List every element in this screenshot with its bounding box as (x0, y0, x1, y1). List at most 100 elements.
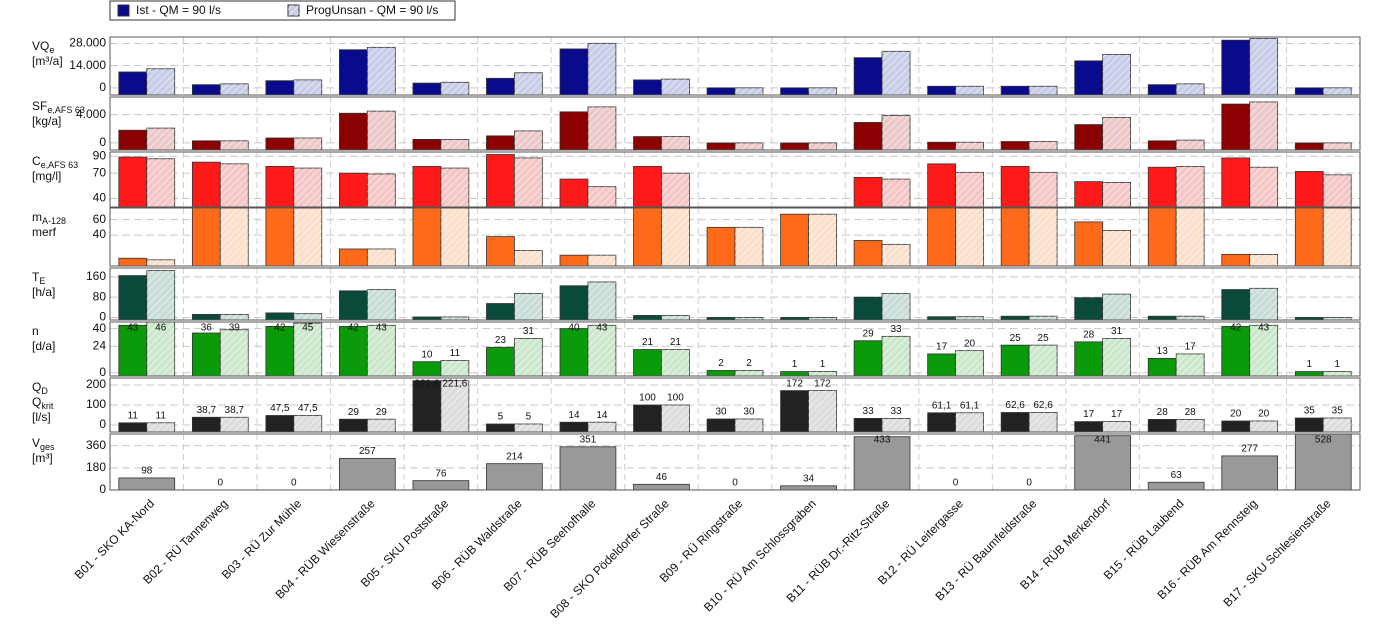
bar-hatch (367, 174, 396, 207)
bar-hatch (1102, 338, 1131, 376)
bar (927, 208, 956, 266)
data-label: 214 (506, 451, 523, 462)
data-label: 33 (863, 406, 875, 417)
bar-hatch (514, 293, 543, 320)
bar-hatch (735, 87, 763, 95)
bar-hatch (514, 338, 543, 376)
bar-hatch (955, 86, 984, 95)
bar (1074, 60, 1104, 95)
bar (191, 314, 221, 320)
panel-border (109, 207, 1361, 267)
bar-hatch (1029, 141, 1058, 150)
data-label: 1 (1334, 359, 1340, 370)
data-label: 76 (435, 468, 447, 479)
bar (412, 208, 442, 266)
data-label: 47,5 (270, 403, 290, 414)
bar-hatch (1249, 167, 1278, 207)
bar-hatch (1102, 294, 1131, 320)
bar-hatch (735, 419, 763, 432)
bar-hatch (440, 380, 469, 432)
data-label: 0 (953, 478, 959, 489)
bar-hatch (146, 270, 175, 320)
bar-hatch (440, 168, 469, 207)
bar (486, 346, 515, 376)
bar (486, 423, 515, 432)
bar (1000, 315, 1030, 320)
y-axis-label: Ce,AFS 63 (32, 154, 78, 170)
bar (1294, 371, 1324, 376)
bar (486, 463, 543, 490)
y-axis-label-sub: D (41, 386, 48, 396)
bar-hatch (1323, 418, 1352, 432)
bar-hatch (146, 422, 175, 432)
bar-hatch (808, 214, 837, 266)
panel-border (109, 377, 1361, 433)
bar (1000, 165, 1030, 207)
data-label: 28 (1157, 407, 1169, 418)
y-axis-label: Vges (32, 436, 55, 452)
panel-border (109, 151, 1361, 208)
data-label: 33 (890, 324, 902, 335)
bar-hatch (587, 106, 616, 150)
data-label: 1 (820, 359, 826, 370)
bar-hatch (1029, 412, 1058, 432)
bar-hatch (1102, 117, 1131, 150)
bar (927, 163, 956, 207)
bar (412, 361, 442, 376)
data-label: 1 (792, 359, 798, 370)
data-label: 172 (814, 379, 831, 390)
bar (559, 254, 589, 266)
y-tick-label: 40 (93, 227, 107, 241)
bar-hatch (440, 139, 469, 150)
data-label: 11 (156, 410, 167, 421)
bar-hatch (1249, 101, 1278, 150)
data-label: 35 (1304, 406, 1316, 417)
bar-hatch (293, 323, 322, 376)
y-tick-label: 60 (93, 212, 107, 226)
bar (191, 416, 221, 432)
bar (706, 370, 736, 376)
legend-box (109, 0, 456, 21)
bar-hatch (1102, 54, 1131, 95)
bar (1221, 253, 1251, 266)
bar (1147, 140, 1177, 150)
y-axis-label-sub: krit (41, 401, 53, 411)
legend-label: Ist - QM = 90 l/s (136, 3, 221, 17)
bar-hatch (293, 79, 322, 95)
y-axis-label: [d/a] (32, 339, 55, 353)
y-axis-label-text: Q (32, 380, 41, 394)
bar (633, 404, 662, 432)
data-label: 172 (786, 379, 803, 390)
bar (633, 208, 662, 266)
bar (191, 208, 221, 266)
data-label: 38,7 (197, 405, 217, 416)
bar-hatch (220, 140, 249, 150)
y-tick-label: 0 (99, 365, 106, 379)
bar (1221, 103, 1251, 150)
bar (1000, 85, 1030, 95)
bar-hatch (882, 336, 910, 376)
bar-hatch (808, 390, 837, 432)
panel-border (109, 36, 1361, 96)
y-tick-label: 0 (99, 482, 106, 496)
y-axis-label-text: T (32, 270, 40, 284)
data-label: 45 (302, 323, 314, 334)
bar (1294, 434, 1352, 490)
bar (559, 285, 589, 320)
bar (1147, 481, 1205, 490)
data-label: 17 (1185, 342, 1197, 353)
data-label: 31 (523, 326, 535, 337)
data-label: 61,1 (932, 400, 952, 411)
bar-hatch (955, 350, 984, 376)
data-label: 277 (1241, 444, 1258, 455)
bar-hatch (1176, 166, 1205, 207)
y-axis-label-text: V (32, 436, 40, 450)
data-label: 5 (498, 412, 504, 423)
panel-border (109, 96, 1361, 151)
data-label: 62,6 (1033, 400, 1053, 411)
y-axis-label-sub: e,AFS 63 (47, 105, 85, 115)
bar (1221, 326, 1251, 376)
x-tick-label: B01 - SKO KA-Nord (72, 496, 157, 581)
data-label: 29 (348, 407, 360, 418)
y-tick-label: 0 (99, 310, 106, 324)
